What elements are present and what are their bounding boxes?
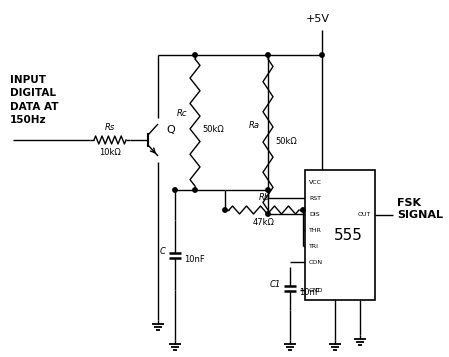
Text: CON: CON [309, 260, 323, 265]
Circle shape [266, 188, 270, 192]
Text: Rb: Rb [258, 193, 270, 202]
Text: 10kΩ: 10kΩ [99, 148, 121, 157]
Text: C: C [160, 246, 166, 256]
Circle shape [223, 208, 227, 212]
Text: TRI: TRI [309, 243, 319, 248]
Text: Rs: Rs [105, 123, 115, 132]
Text: GND: GND [309, 287, 323, 292]
Text: 10nF: 10nF [184, 255, 205, 263]
Text: Q: Q [166, 125, 175, 135]
Circle shape [193, 53, 197, 57]
Text: THR: THR [309, 227, 322, 232]
Circle shape [193, 188, 197, 192]
Text: Rc: Rc [176, 110, 187, 119]
Text: INPUT
DIGITAL
DATA AT
150Hz: INPUT DIGITAL DATA AT 150Hz [10, 75, 58, 125]
Text: 47kΩ: 47kΩ [253, 218, 275, 227]
Text: 50kΩ: 50kΩ [275, 136, 297, 146]
Text: RST: RST [309, 196, 321, 201]
Text: 10nF: 10nF [299, 288, 320, 297]
Text: C1: C1 [270, 280, 281, 289]
Circle shape [301, 208, 305, 212]
Text: OUT: OUT [357, 212, 371, 217]
Text: DIS: DIS [309, 211, 320, 216]
Text: VCC: VCC [309, 180, 322, 185]
Circle shape [266, 212, 270, 216]
Circle shape [320, 53, 324, 57]
Text: 555: 555 [334, 227, 362, 242]
Text: 50kΩ: 50kΩ [202, 125, 224, 134]
Circle shape [173, 188, 177, 192]
Circle shape [266, 53, 270, 57]
Text: Ra: Ra [249, 121, 260, 131]
Bar [305, 170, 375, 300]
Text: +5V: +5V [306, 14, 330, 24]
Text: FSK
SIGNAL: FSK SIGNAL [397, 198, 443, 220]
